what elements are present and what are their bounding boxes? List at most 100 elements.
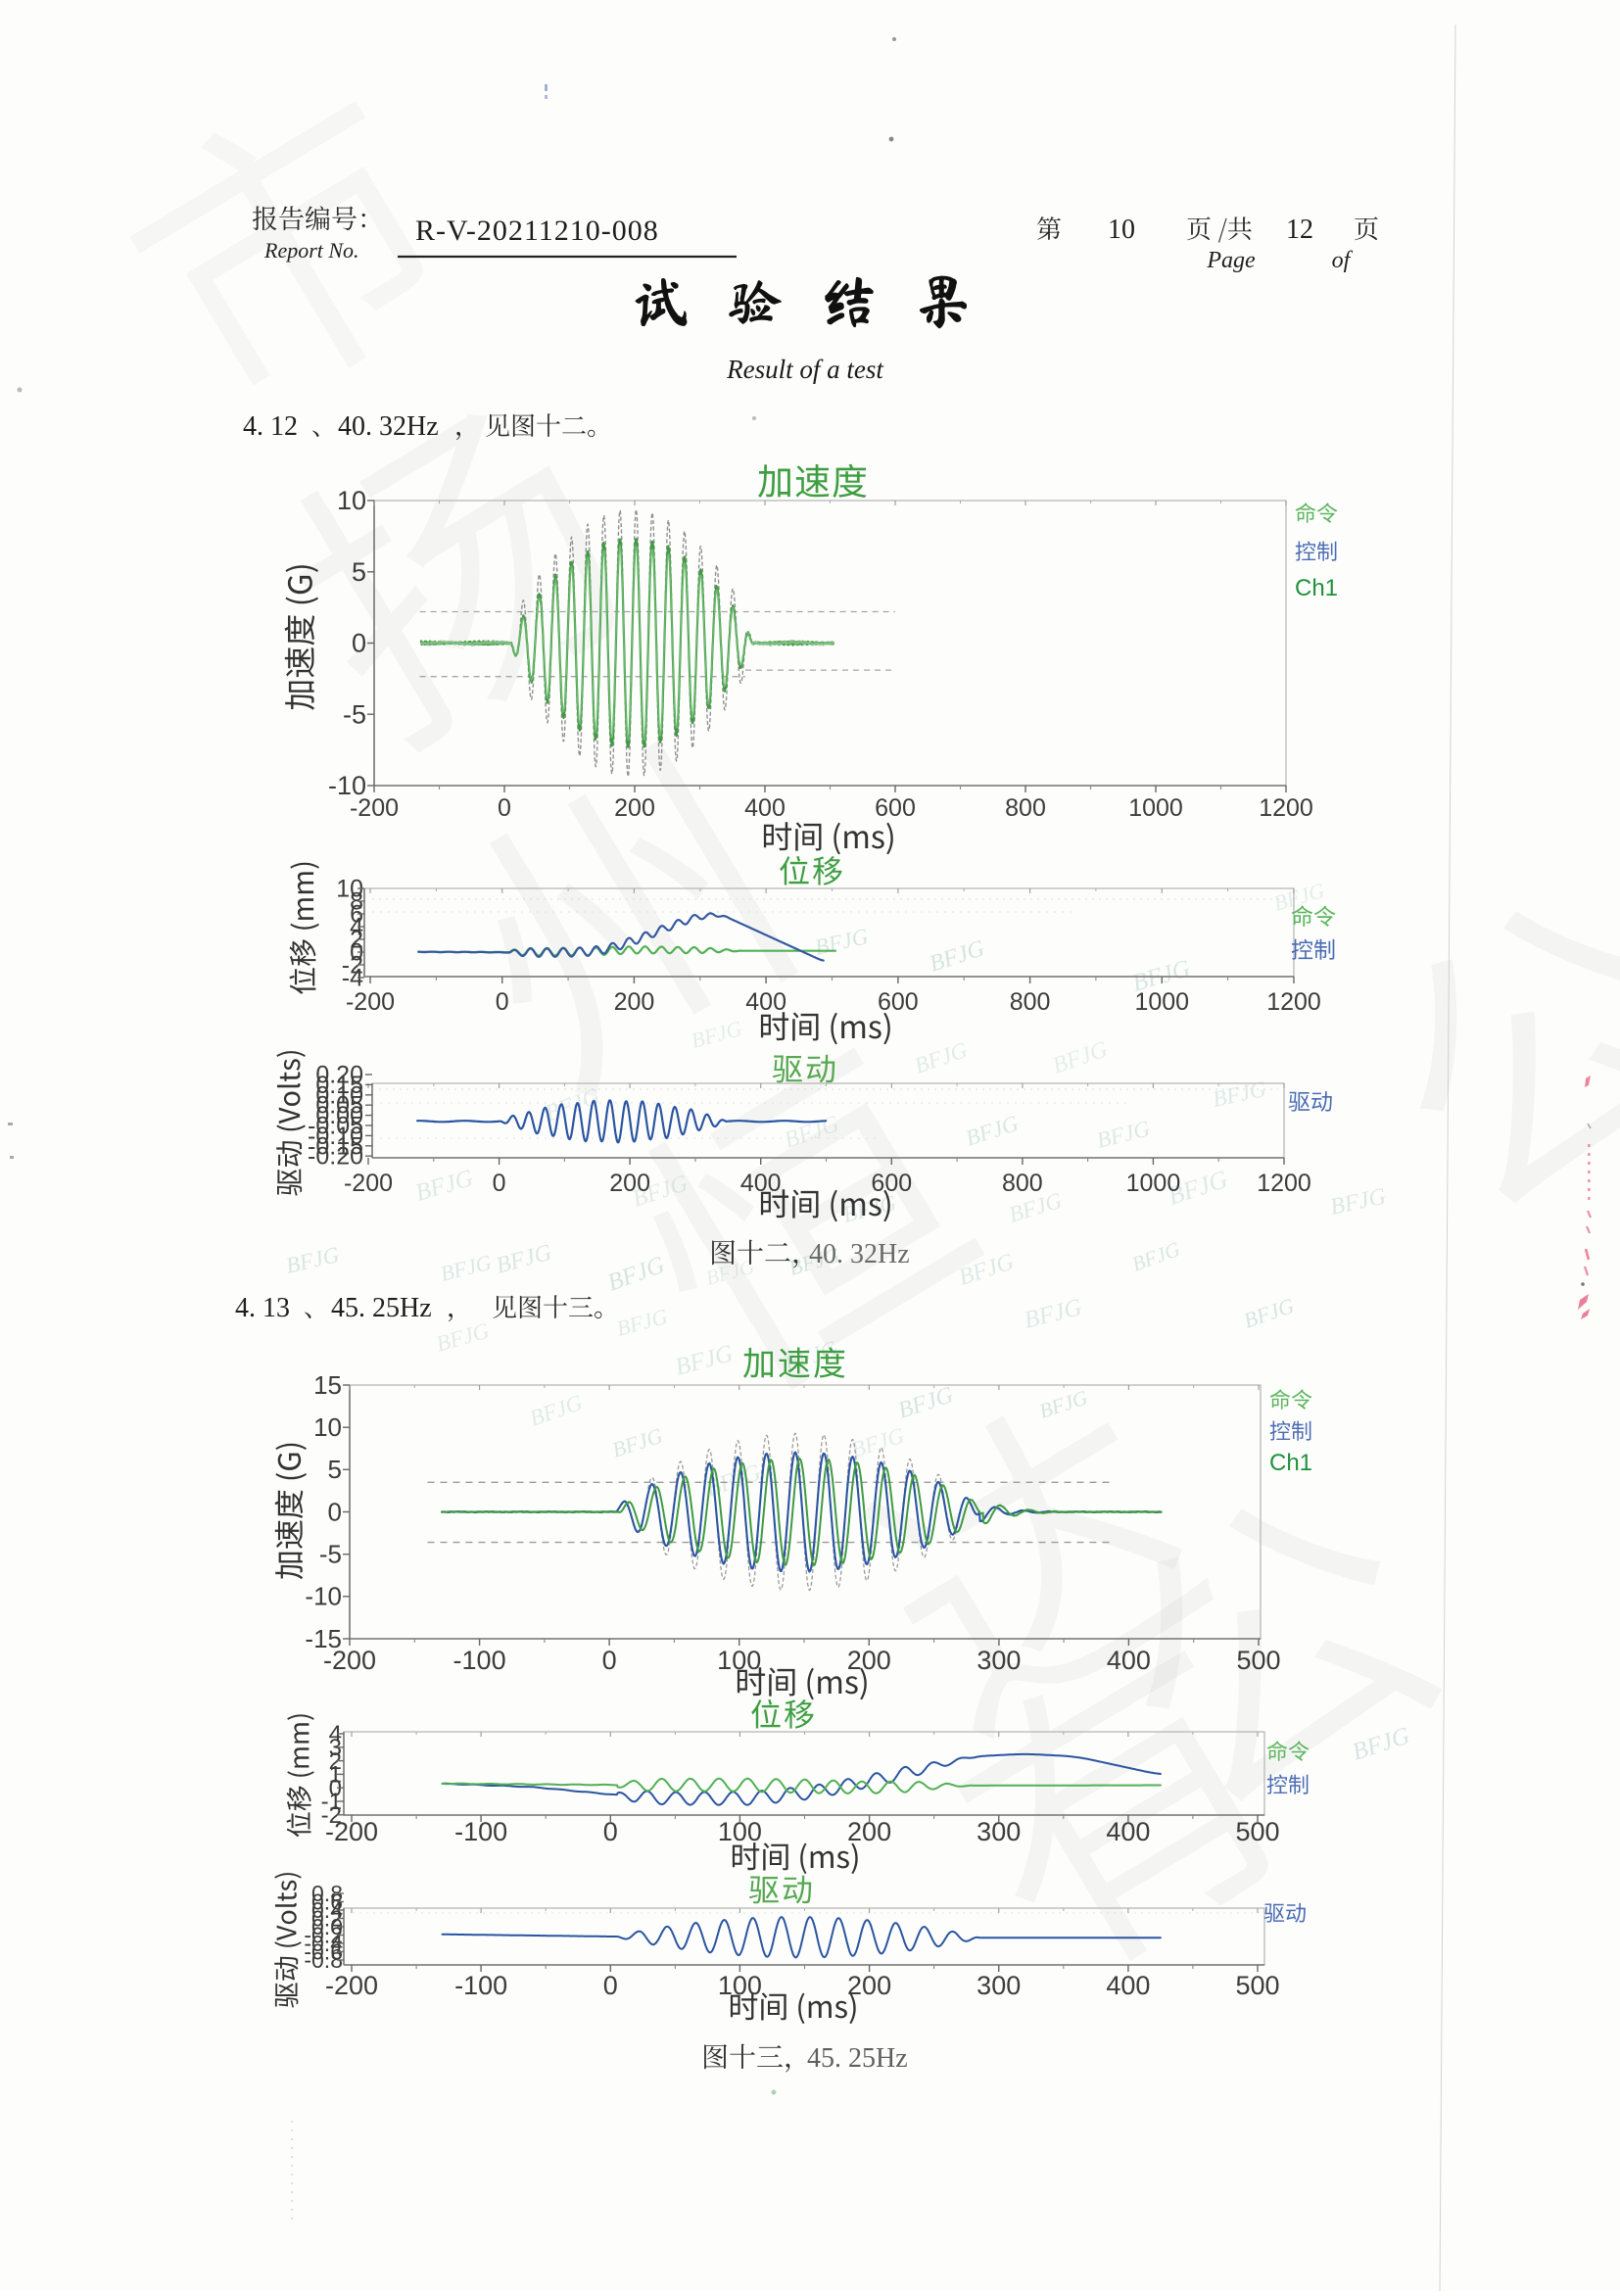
svg-text:600: 600: [875, 794, 916, 822]
svg-text:-0.6: -0.6: [304, 1938, 343, 1964]
svg-text:0: 0: [602, 1646, 617, 1675]
svg-text:-200: -200: [350, 794, 399, 822]
svg-text:1000: 1000: [1126, 1170, 1181, 1197]
svg-text:10: 10: [337, 486, 366, 515]
svg-text:-100: -100: [454, 1817, 507, 1846]
svg-text:-200: -200: [323, 1646, 376, 1675]
svg-text:3: 3: [329, 1735, 342, 1761]
svg-text:1000: 1000: [1128, 794, 1183, 822]
svg-text:200: 200: [609, 1170, 650, 1197]
svg-text:0: 0: [493, 1170, 506, 1197]
svg-text:800: 800: [1005, 794, 1046, 822]
svg-text:5: 5: [352, 557, 366, 587]
svg-text:-10: -10: [328, 771, 366, 800]
svg-text:Ch1: Ch1: [1269, 1450, 1312, 1476]
svg-text:200: 200: [847, 1971, 891, 2000]
svg-text:45. 25Hz: 45. 25Hz: [331, 1293, 432, 1323]
svg-text:100: 100: [718, 1817, 762, 1846]
svg-text:-0.15: -0.15: [308, 1132, 363, 1160]
svg-text:300: 300: [977, 1817, 1021, 1846]
svg-text:-0.10: -0.10: [308, 1123, 363, 1150]
svg-text:0: 0: [603, 1817, 618, 1846]
svg-text:-2: -2: [321, 1802, 342, 1829]
svg-text:0.00: 0.00: [315, 1102, 363, 1129]
svg-text:1200: 1200: [1257, 1170, 1311, 1197]
svg-text:4: 4: [329, 1721, 342, 1747]
svg-text:2: 2: [350, 927, 363, 954]
svg-text:40. 32Hz: 40. 32Hz: [809, 1239, 910, 1269]
svg-text:500: 500: [1236, 1646, 1280, 1675]
svg-text:-10: -10: [305, 1582, 342, 1611]
svg-text:of: of: [1332, 248, 1354, 273]
svg-text:800: 800: [1010, 988, 1051, 1016]
svg-text:4. 12: 4. 12: [243, 411, 298, 442]
svg-text:0.20: 0.20: [315, 1062, 363, 1089]
svg-text:-1: -1: [321, 1789, 342, 1815]
svg-text:0: 0: [328, 1497, 342, 1526]
svg-text:4: 4: [350, 914, 363, 941]
svg-text:200: 200: [847, 1817, 891, 1846]
svg-text:Ch1: Ch1: [1295, 575, 1338, 601]
svg-text:0.10: 0.10: [315, 1081, 363, 1109]
svg-text:200: 200: [614, 794, 655, 822]
svg-text:4. 13: 4. 13: [235, 1293, 290, 1323]
svg-text:10: 10: [313, 1412, 342, 1442]
svg-text:-5: -5: [343, 699, 366, 729]
svg-text:10: 10: [1108, 215, 1135, 245]
svg-text:40. 32Hz: 40. 32Hz: [338, 411, 439, 442]
svg-text:12: 12: [1286, 215, 1313, 245]
svg-text:15: 15: [313, 1370, 342, 1400]
svg-text:400: 400: [1106, 1971, 1150, 2000]
svg-text:0: 0: [350, 939, 363, 967]
svg-text:800: 800: [1002, 1170, 1043, 1197]
svg-text:Result of a test: Result of a test: [726, 355, 884, 384]
svg-text:R-V-20211210-008: R-V-20211210-008: [415, 215, 659, 247]
svg-text:300: 300: [977, 1971, 1021, 2000]
svg-text:-4: -4: [342, 965, 363, 992]
svg-text:5: 5: [328, 1455, 342, 1484]
svg-text:600: 600: [878, 988, 919, 1016]
svg-text:0: 0: [496, 988, 509, 1016]
svg-text:2: 2: [329, 1748, 342, 1775]
svg-text:400: 400: [744, 794, 786, 822]
svg-text:-0.4: -0.4: [304, 1931, 343, 1956]
svg-text:0: 0: [329, 1775, 342, 1801]
svg-text:300: 300: [977, 1646, 1021, 1675]
svg-text:-100: -100: [454, 1971, 507, 2000]
svg-text:0.15: 0.15: [315, 1072, 363, 1099]
svg-text:-0.8: -0.8: [304, 1947, 343, 1973]
svg-text:-0.05: -0.05: [308, 1113, 363, 1140]
svg-text:1200: 1200: [1266, 988, 1321, 1016]
svg-text:1: 1: [329, 1762, 342, 1789]
svg-text:Page: Page: [1206, 248, 1256, 273]
svg-text:400: 400: [1107, 1646, 1151, 1675]
svg-text:0.05: 0.05: [315, 1092, 363, 1120]
svg-text:200: 200: [614, 988, 655, 1016]
svg-text:-100: -100: [453, 1646, 506, 1675]
svg-text:500: 500: [1235, 1817, 1279, 1846]
svg-text:-0.20: -0.20: [308, 1143, 363, 1171]
svg-text:600: 600: [871, 1170, 912, 1197]
svg-text:Report No.: Report No.: [263, 238, 359, 263]
svg-text:-0.2: -0.2: [304, 1922, 343, 1947]
svg-text:0: 0: [498, 794, 511, 822]
svg-text:45. 25Hz: 45. 25Hz: [807, 2043, 908, 2074]
svg-text:-200: -200: [325, 1817, 378, 1846]
svg-text:-200: -200: [325, 1971, 378, 2000]
svg-text:0: 0: [352, 629, 366, 658]
svg-text:500: 500: [1235, 1971, 1279, 2000]
svg-text:400: 400: [740, 1170, 782, 1197]
svg-text:200: 200: [847, 1646, 891, 1675]
svg-text:-200: -200: [346, 988, 395, 1016]
svg-text:1200: 1200: [1259, 794, 1313, 822]
svg-text:6: 6: [350, 901, 363, 929]
svg-text:0: 0: [603, 1971, 618, 2000]
svg-text:400: 400: [745, 988, 786, 1016]
svg-text:400: 400: [1106, 1817, 1150, 1846]
svg-text:1000: 1000: [1134, 988, 1189, 1016]
svg-text:8: 8: [350, 888, 363, 916]
svg-text:-2: -2: [342, 952, 363, 980]
svg-text:-200: -200: [344, 1170, 393, 1197]
svg-text:-5: -5: [319, 1540, 342, 1569]
svg-text:-15: -15: [305, 1624, 342, 1653]
